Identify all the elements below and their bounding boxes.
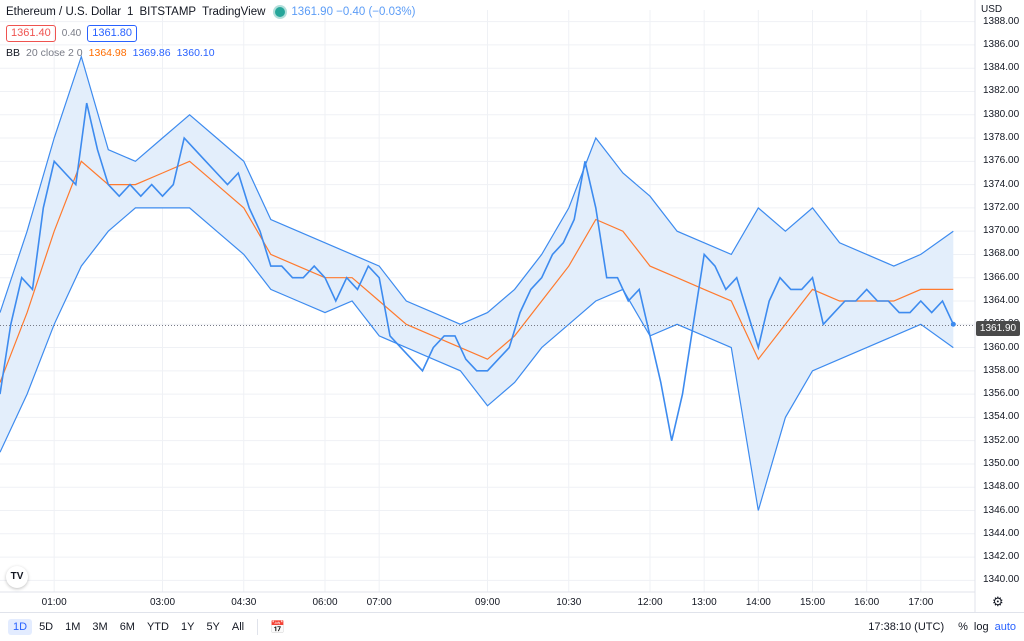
price-tick-label: 1354.00 bbox=[983, 411, 1020, 423]
tradingview-logo-icon[interactable]: TV bbox=[6, 566, 28, 588]
price-tick-label: 1348.00 bbox=[983, 481, 1020, 493]
exchange-label: BITSTAMP bbox=[139, 6, 197, 18]
currency-selector[interactable]: USD bbox=[981, 4, 1003, 15]
price-tick-label: 1342.00 bbox=[983, 551, 1020, 563]
indicator-upper-value: 1369.86 bbox=[132, 47, 171, 59]
source-label: TradingView bbox=[202, 6, 266, 18]
time-tick-label: 15:00 bbox=[799, 597, 826, 608]
range-button[interactable]: 6M bbox=[119, 621, 135, 633]
market-status-icon bbox=[275, 7, 286, 17]
price-tick-label: 1340.00 bbox=[983, 574, 1020, 586]
interval-label[interactable]: 1 bbox=[127, 6, 134, 18]
price-tick-label: 1346.00 bbox=[983, 504, 1020, 516]
price-tick-label: 1380.00 bbox=[983, 108, 1020, 120]
goto-date-calendar-icon[interactable]: 📅 bbox=[270, 620, 286, 634]
sell-button[interactable]: 1361.40 bbox=[6, 24, 56, 42]
bb-lower-line bbox=[0, 207, 954, 511]
time-tick-label: 16:00 bbox=[854, 597, 880, 608]
price-tick-label: 1350.00 bbox=[983, 457, 1020, 469]
price-tick-label: 1386.00 bbox=[983, 38, 1020, 50]
range-button[interactable]: 5D bbox=[39, 621, 54, 633]
ohlc-readout: 1361.90 −0.40 (−0.03%) bbox=[291, 6, 416, 18]
time-tick-label: 09:00 bbox=[474, 597, 501, 608]
price-tick-label: 1368.00 bbox=[983, 248, 1020, 260]
time-tick-label: 01:00 bbox=[41, 597, 67, 608]
price-tick-label: 1358.00 bbox=[983, 364, 1020, 376]
indicator-lower-value: 1360.10 bbox=[176, 47, 215, 59]
time-tick-label: 12:00 bbox=[637, 597, 663, 608]
spread-label: 0.40 bbox=[61, 27, 82, 39]
bb-upper-line bbox=[0, 54, 954, 325]
time-tick-label: 17:00 bbox=[908, 597, 934, 608]
bb-band-fill bbox=[0, 56, 954, 511]
time-tick-label: 13:00 bbox=[691, 597, 717, 608]
price-tick-label: 1360.00 bbox=[983, 341, 1020, 353]
chart-legend: Ethereum / U.S. Dollar 1 BITSTAMP Tradin… bbox=[6, 4, 415, 60]
price-tick-label: 1366.00 bbox=[983, 271, 1020, 283]
range-button[interactable]: All bbox=[231, 621, 245, 633]
price-tick-label: 1364.00 bbox=[983, 295, 1020, 306]
bottom-toolbar: 1D 5D 1M 3M 6M YTD 1Y 5Y All 📅 17:38:10 (UTC) % … bbox=[0, 612, 1024, 641]
range-button[interactable]: 1Y bbox=[180, 621, 195, 633]
range-button[interactable]: YTD bbox=[146, 621, 169, 633]
price-tick-label: 1378.00 bbox=[983, 132, 1020, 144]
range-button[interactable]: 3M bbox=[92, 621, 108, 633]
price-tick-label: 1372.00 bbox=[983, 201, 1020, 213]
price-tick-label: 1370.00 bbox=[983, 225, 1020, 237]
price-tick-label: 1356.00 bbox=[983, 388, 1020, 400]
settings-gear-icon[interactable]: ⚙ bbox=[992, 594, 1004, 609]
log-scale-toggle[interactable]: log bbox=[973, 621, 989, 633]
buy-button[interactable]: 1361.80 bbox=[87, 24, 137, 42]
time-tick-label: 10:30 bbox=[556, 597, 582, 608]
price-tick-label: 1376.00 bbox=[983, 155, 1020, 167]
price-tick-label: 1384.00 bbox=[983, 62, 1020, 74]
time-tick-label: 07:00 bbox=[366, 597, 392, 608]
time-tick-label: 03:00 bbox=[149, 597, 176, 608]
price-tick-label: 1344.00 bbox=[983, 527, 1020, 539]
bb-basis-line bbox=[0, 160, 954, 383]
clock-label[interactable]: 17:38:10 (UTC) bbox=[868, 621, 945, 633]
time-tick-label: 06:00 bbox=[312, 597, 338, 608]
time-tick-label: 04:30 bbox=[231, 597, 257, 608]
range-buttons: 1D 5D 1M 3M 6M YTD 1Y 5Y All bbox=[6, 619, 249, 635]
price-tick-label: 1382.00 bbox=[983, 85, 1020, 97]
indicator-basis-value: 1364.98 bbox=[88, 47, 127, 59]
toolbar-divider bbox=[257, 619, 259, 635]
range-button[interactable]: 1D bbox=[8, 619, 33, 635]
auto-scale-toggle[interactable]: auto bbox=[994, 621, 1016, 633]
current-price-tag: 1361.90 bbox=[976, 321, 1020, 336]
indicator-params: 20 close 2 0 bbox=[26, 47, 83, 59]
range-button[interactable]: 1M bbox=[65, 621, 81, 633]
indicator-name[interactable]: BB bbox=[6, 47, 21, 59]
percent-scale-toggle[interactable]: % bbox=[958, 621, 968, 633]
symbol-title[interactable]: Ethereum / U.S. Dollar bbox=[6, 6, 122, 18]
price-line[interactable] bbox=[0, 102, 955, 441]
price-tick-label: 1374.00 bbox=[983, 178, 1020, 190]
price-tick-label: 1352.00 bbox=[983, 434, 1020, 446]
price-tick-label: 1388.00 bbox=[983, 15, 1020, 27]
right-controls: 17:38:10 (UTC) % log auto bbox=[868, 621, 1016, 633]
range-button[interactable]: 5Y bbox=[206, 621, 220, 633]
time-tick-label: 14:00 bbox=[745, 597, 771, 608]
last-price-dot bbox=[950, 321, 956, 327]
